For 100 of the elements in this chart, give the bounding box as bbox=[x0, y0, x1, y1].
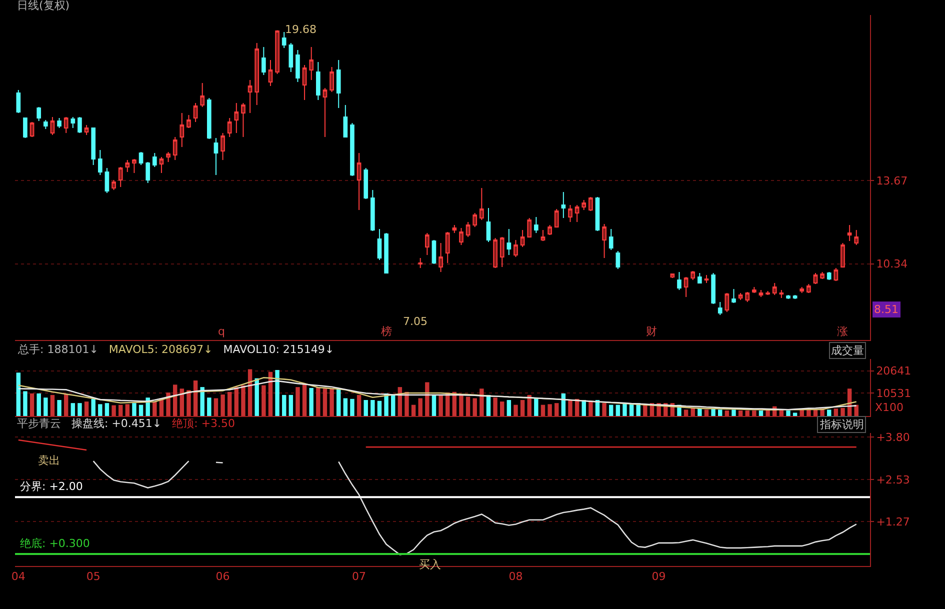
candlestick bbox=[432, 240, 436, 264]
candlestick bbox=[30, 122, 34, 138]
candlestick bbox=[84, 124, 89, 136]
bar bbox=[568, 400, 572, 416]
bar bbox=[330, 388, 334, 416]
bar bbox=[118, 404, 123, 416]
candlestick bbox=[384, 232, 388, 274]
x-tick-label: 05 bbox=[86, 570, 100, 584]
y-tick-label: 10531 bbox=[876, 386, 912, 400]
ref-line-label: 绝底: +0.300 bbox=[20, 537, 90, 550]
candlestick bbox=[616, 250, 620, 270]
bar bbox=[172, 384, 178, 416]
candlestick bbox=[520, 230, 525, 248]
candlestick bbox=[472, 212, 478, 228]
candlestick bbox=[540, 230, 546, 242]
candlestick bbox=[561, 192, 566, 218]
bar bbox=[200, 387, 204, 416]
y-tick-label: +1.27 bbox=[876, 515, 910, 528]
candlestick bbox=[527, 218, 532, 238]
bar bbox=[758, 410, 764, 416]
candlestick bbox=[186, 114, 191, 128]
bar bbox=[275, 370, 280, 416]
text: MAVOL5: 208697↓ bbox=[108, 343, 213, 356]
candlestick bbox=[840, 242, 845, 268]
candlestick bbox=[309, 46, 314, 80]
bar bbox=[411, 404, 416, 416]
bar bbox=[370, 400, 375, 416]
bar bbox=[459, 394, 464, 416]
text: 指标说明 bbox=[819, 418, 864, 431]
bar bbox=[554, 403, 559, 416]
candlestick bbox=[36, 106, 42, 122]
candlestick bbox=[466, 222, 470, 238]
bar bbox=[684, 410, 688, 416]
candlestick bbox=[370, 190, 375, 232]
bar bbox=[786, 410, 790, 416]
candlestick bbox=[43, 120, 48, 130]
candlestick bbox=[316, 62, 320, 100]
candlestick bbox=[343, 104, 348, 138]
candlestick bbox=[16, 90, 21, 114]
y-tick-label: 13.67 bbox=[876, 174, 908, 188]
candlestick bbox=[704, 274, 709, 284]
bar bbox=[480, 388, 484, 416]
bar bbox=[84, 402, 89, 416]
candlestick bbox=[813, 272, 818, 284]
line-series bbox=[18, 439, 88, 451]
candlestick bbox=[132, 158, 136, 174]
candlestick bbox=[336, 60, 341, 108]
candlestick bbox=[159, 156, 164, 174]
candlestick bbox=[752, 286, 756, 294]
candlestick bbox=[172, 136, 178, 160]
candlestick bbox=[350, 122, 354, 176]
bar bbox=[350, 398, 354, 416]
candlestick bbox=[288, 42, 294, 72]
y-tick-label: 20641 bbox=[876, 364, 912, 378]
candlestick bbox=[322, 88, 328, 138]
candlestick bbox=[377, 228, 382, 260]
bar bbox=[732, 410, 736, 416]
bar bbox=[322, 388, 328, 416]
bar bbox=[296, 387, 300, 416]
candlestick bbox=[834, 268, 838, 282]
bar bbox=[207, 398, 212, 416]
bar bbox=[186, 390, 191, 416]
bar bbox=[622, 403, 627, 416]
candlestick bbox=[445, 232, 450, 264]
chart-title: 平步青云 bbox=[17, 417, 61, 430]
candlestick bbox=[452, 224, 457, 234]
bar bbox=[343, 398, 348, 416]
candlestick bbox=[602, 224, 606, 258]
bar bbox=[425, 382, 430, 416]
candlestick bbox=[282, 32, 286, 48]
candlestick bbox=[166, 152, 170, 162]
candlestick bbox=[64, 116, 68, 134]
bar bbox=[745, 410, 750, 416]
candlestick bbox=[214, 138, 218, 176]
candlestick bbox=[262, 46, 266, 76]
candlestick bbox=[806, 284, 811, 294]
candlestick bbox=[738, 292, 743, 300]
bar bbox=[472, 398, 477, 416]
candlestick bbox=[724, 292, 730, 312]
candlestick bbox=[506, 228, 512, 256]
candlestick bbox=[847, 224, 852, 242]
candlestick bbox=[234, 102, 239, 134]
y-tick-label: +2.53 bbox=[876, 473, 910, 486]
x-tick-label: 08 bbox=[508, 570, 523, 584]
bar bbox=[316, 387, 320, 416]
candlestick bbox=[296, 50, 300, 82]
bar bbox=[166, 392, 170, 416]
bar bbox=[309, 388, 314, 416]
x-tick-label: 09 bbox=[652, 570, 666, 584]
bar bbox=[241, 385, 246, 416]
candlestick bbox=[690, 270, 696, 280]
x-tick-label: 06 bbox=[216, 570, 230, 584]
annotation: 卖出 bbox=[38, 454, 60, 467]
ref-line-label: 分界: +2.00 bbox=[20, 480, 83, 493]
text: MAVOL10: 215149↓ bbox=[223, 343, 334, 356]
y-tick-label: 10.34 bbox=[876, 258, 908, 271]
text: 成交量 bbox=[831, 344, 864, 357]
candlestick bbox=[766, 290, 770, 296]
bar bbox=[609, 404, 614, 416]
bar bbox=[214, 398, 218, 416]
